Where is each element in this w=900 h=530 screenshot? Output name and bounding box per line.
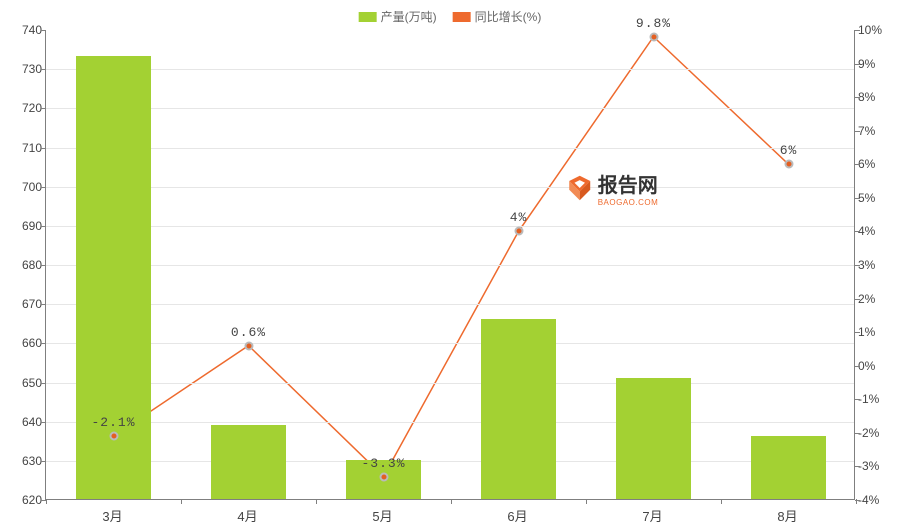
y-left-tick: 740 [2, 23, 42, 37]
bar [616, 378, 690, 499]
x-tick-label: 5月 [372, 506, 392, 525]
line-value-label: 9.8% [636, 16, 671, 31]
line-marker [244, 341, 253, 350]
watermark-logo: 报告网 BAOGAO.COM [566, 169, 659, 207]
x-tick-label: 6月 [507, 506, 527, 525]
y-right-tick: 10% [858, 23, 898, 37]
y-right-tick: 9% [858, 57, 898, 71]
y-right-tick: -2% [858, 426, 898, 440]
line-value-label: 0.6% [231, 325, 266, 340]
line-marker [379, 472, 388, 481]
line-value-label: -2.1% [91, 415, 135, 430]
legend-swatch-bars [359, 12, 377, 22]
x-tick-label: 8月 [777, 506, 797, 525]
line-marker [649, 32, 658, 41]
y-right-tick: 7% [858, 124, 898, 138]
y-left-tick: 680 [2, 258, 42, 272]
y-left-tick: 690 [2, 219, 42, 233]
bar [481, 319, 555, 499]
bar [751, 436, 825, 499]
watermark-icon [566, 174, 594, 202]
x-tick-label: 7月 [642, 506, 662, 525]
line-marker [109, 432, 118, 441]
y-left-tick: 670 [2, 297, 42, 311]
y-right-tick: -3% [858, 459, 898, 473]
line-marker [514, 227, 523, 236]
y-right-tick: 1% [858, 325, 898, 339]
y-left-tick: 660 [2, 336, 42, 350]
x-tick-label: 4月 [237, 506, 257, 525]
y-right-tick: -1% [858, 392, 898, 406]
y-right-tick: 3% [858, 258, 898, 272]
legend-swatch-line [453, 12, 471, 22]
legend-item-line: 同比增长(%) [453, 8, 542, 25]
y-left-tick: 640 [2, 415, 42, 429]
y-right-tick: 8% [858, 90, 898, 104]
line-marker [784, 160, 793, 169]
y-right-tick: 6% [858, 157, 898, 171]
x-axis: 3月 4月 5月 6月 7月 8月 [45, 506, 855, 524]
y-right-tick: -4% [858, 493, 898, 507]
y-left-tick: 700 [2, 180, 42, 194]
legend-label-bars: 产量(万吨) [381, 8, 437, 25]
y-right-tick: 4% [858, 224, 898, 238]
y-right-tick: 2% [858, 292, 898, 306]
line-value-label: 4% [510, 210, 528, 225]
y-left-tick: 620 [2, 493, 42, 507]
y-axis-left: 620630640650660670680690700710720730740 [2, 30, 42, 500]
y-right-tick: 5% [858, 191, 898, 205]
y-left-tick: 630 [2, 454, 42, 468]
watermark-main-text: 报告网 [598, 169, 659, 198]
y-left-tick: 650 [2, 376, 42, 390]
y-left-tick: 710 [2, 141, 42, 155]
combo-chart: 产量(万吨) 同比增长(%) 620 630 640 650 660 670 680 690 7… [0, 0, 900, 530]
legend-item-bars: 产量(万吨) [359, 8, 437, 25]
watermark-text-block: 报告网 BAOGAO.COM [598, 169, 659, 207]
legend-label-line: 同比增长(%) [475, 8, 542, 25]
watermark-sub-text: BAOGAO.COM [598, 198, 659, 207]
line-value-label: -3.3% [361, 456, 405, 471]
legend: 产量(万吨) 同比增长(%) [359, 8, 542, 25]
y-right-tick: 0% [858, 359, 898, 373]
y-axis-right: -4%-3%-2%-1%0%1%2%3%4%5%6%7%8%9%10% [858, 30, 898, 500]
x-tick-label: 3月 [102, 506, 122, 525]
plot-area: -2.1%0.6%-3.3%4%9.8%6% [45, 30, 855, 500]
y-left-tick: 730 [2, 62, 42, 76]
y-left-tick: 720 [2, 101, 42, 115]
line-value-label: 6% [780, 143, 798, 158]
bar [211, 425, 285, 499]
